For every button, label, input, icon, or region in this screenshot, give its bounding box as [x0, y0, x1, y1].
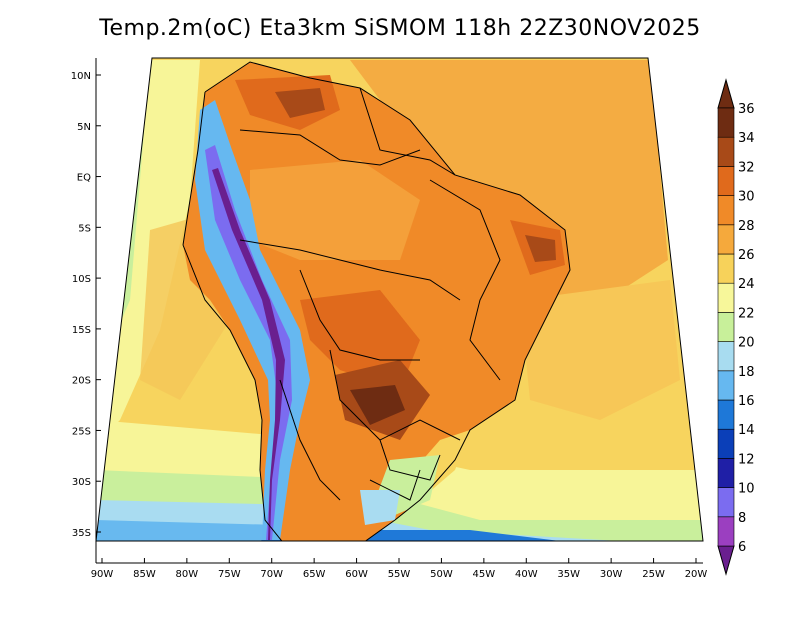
colorbar-segment — [717, 516, 735, 547]
colorbar-segment — [717, 282, 735, 313]
colorbar-segment — [717, 136, 735, 167]
colorbar-segment — [717, 428, 735, 459]
lat-tick-label: 10S — [72, 274, 91, 285]
colorbar-label: 20 — [738, 336, 755, 351]
colorbar-label: 14 — [738, 423, 755, 438]
longitude-ticks: 90W 85W 80W 75W 70W 65W 60W 55W 50W 45W 40W 35W 30W 2… — [91, 558, 708, 580]
lon-tick-label: 90W — [91, 569, 114, 580]
map-frame — [95, 57, 704, 542]
latitude-ticks: 10N 5N EQ 5S 10S 15S 20S 25S 30S 35S — [71, 71, 101, 539]
colorbar-label: 22 — [738, 306, 755, 321]
colorbar-label: 10 — [738, 482, 755, 497]
south-america-landmass — [183, 62, 570, 541]
colorbar-label: 34 — [738, 131, 755, 146]
lat-tick-label: 5S — [78, 223, 91, 234]
colorbar-segment — [717, 166, 735, 196]
lon-tick-label: 70W — [260, 569, 283, 580]
colorbar-segment — [717, 224, 735, 255]
colorbar-label: 36 — [738, 102, 755, 117]
colorbar-label: 18 — [738, 365, 755, 380]
lat-tick-label: 10N — [71, 71, 91, 82]
colorbar: 6 8 10 12 14 16 18 20 22 24 26 28 30 32 34 36 — [717, 78, 755, 576]
colorbar-bottom-arrow — [717, 545, 735, 576]
colorbar-label: 6 — [738, 540, 746, 555]
lat-tick-label: EQ — [77, 173, 91, 184]
country-borders — [182, 61, 571, 541]
colorbar-segment — [717, 195, 735, 226]
lat-tick-label: 20S — [72, 376, 91, 387]
lon-tick-label: 40W — [515, 569, 538, 580]
lon-tick-label: 85W — [133, 569, 156, 580]
colorbar-label: 12 — [738, 452, 755, 467]
lat-tick-label: 25S — [72, 426, 91, 437]
lon-tick-label: 80W — [176, 569, 199, 580]
lat-tick-label: 35S — [72, 528, 91, 539]
colorbar-label: 26 — [738, 248, 755, 263]
lon-tick-label: 35W — [557, 569, 580, 580]
colorbar-segment — [717, 399, 735, 430]
colorbar-segment — [717, 107, 735, 138]
colorbar-label: 16 — [738, 394, 755, 409]
lon-tick-label: 75W — [218, 569, 241, 580]
lat-tick-label: 15S — [72, 325, 91, 336]
lat-tick-label: 5N — [77, 122, 91, 133]
colorbar-label: 30 — [738, 190, 755, 205]
colorbar-segment — [717, 253, 735, 284]
colorbar-segment — [717, 370, 735, 401]
colorbar-label: 28 — [738, 219, 755, 234]
colorbar-label: 32 — [738, 160, 755, 175]
lon-tick-label: 45W — [473, 569, 496, 580]
colorbar-top-arrow — [717, 78, 735, 109]
colorbar-segment — [717, 487, 735, 518]
lon-tick-label: 60W — [345, 569, 368, 580]
colorbar-label: 8 — [738, 511, 746, 526]
lon-tick-label: 50W — [430, 569, 453, 580]
lon-tick-label: 30W — [600, 569, 623, 580]
colorbar-segment — [717, 312, 735, 342]
colorbar-segment — [717, 458, 735, 488]
colorbar-segment — [717, 341, 735, 372]
lat-tick-label: 30S — [72, 477, 91, 488]
lon-tick-label: 55W — [388, 569, 411, 580]
colorbar-label: 24 — [738, 277, 755, 292]
lon-tick-label: 65W — [303, 569, 326, 580]
lon-tick-label: 20W — [685, 569, 708, 580]
lon-tick-label: 25W — [642, 569, 665, 580]
map-title: Temp.2m(oC) Eta3km SiSMOM 118h 22Z30NOV2… — [99, 16, 701, 41]
